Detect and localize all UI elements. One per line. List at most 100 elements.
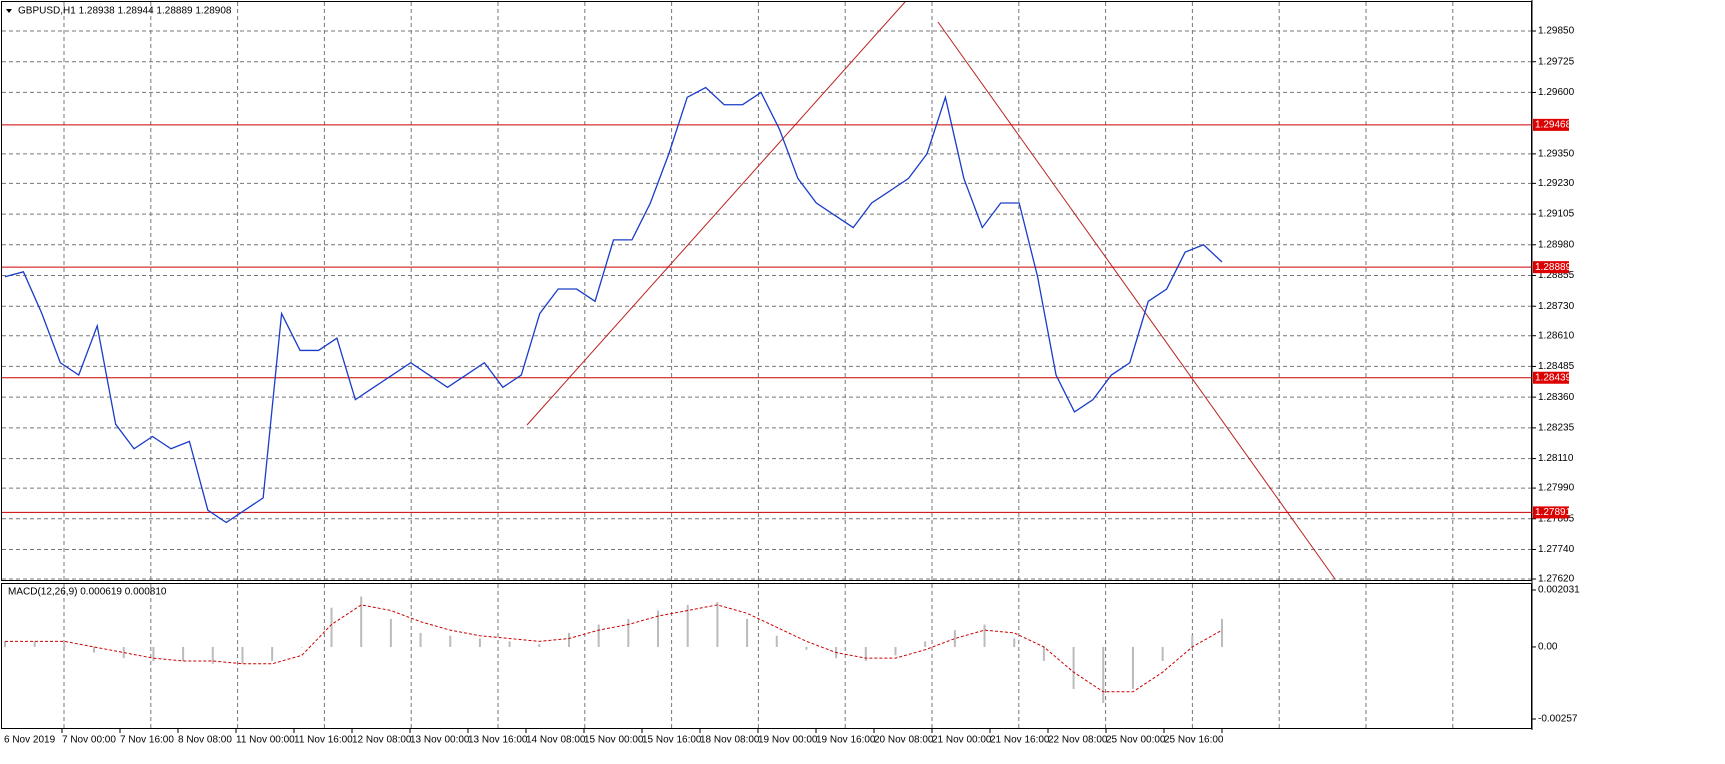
macd-bar [746,618,749,647]
level-label: 1.29468 [1535,120,1572,131]
macd-bar [1042,646,1045,661]
macd-bar [894,646,897,656]
macd-bar [4,641,6,647]
price-label: 1.28485 [1538,361,1575,372]
macd-bar [538,644,541,647]
macd-bar [122,646,125,659]
macd-bar [152,646,155,661]
price-label: 1.29600 [1538,87,1575,98]
price-label: 1.29850 [1538,26,1575,37]
time-label: 13 Nov 00:00 [410,735,470,746]
macd-bar [449,635,452,647]
time-label: 14 Nov 08:00 [526,735,586,746]
macd-bar [775,635,778,647]
level-label: 1.28889 [1535,262,1572,273]
menu-arrow[interactable] [6,9,12,13]
macd-bar [1161,646,1164,661]
price-label: 1.28610 [1538,330,1575,341]
macd-bar [389,618,392,647]
price-label: 1.28730 [1538,301,1575,312]
time-label: 15 Nov 16:00 [642,735,702,746]
price-label: 1.29725 [1538,56,1575,67]
macd-bar [63,644,66,647]
price-label: 1.27740 [1538,544,1575,555]
time-label: 8 Nov 08:00 [178,735,232,746]
time-label: 18 Nov 08:00 [700,735,760,746]
price-label: 1.28110 [1538,453,1574,464]
macd-bar [93,646,96,653]
time-label: 21 Nov 00:00 [932,735,992,746]
time-label: 25 Nov 00:00 [1106,735,1166,746]
price-label: 1.27620 [1538,574,1575,585]
macd-bar [1131,646,1134,689]
price-label: 1.28980 [1538,239,1575,250]
level-tag [1533,118,1569,131]
time-label: 6 Nov 2019 [4,735,56,746]
time-label: 12 Nov 08:00 [352,735,412,746]
price-label: 1.29230 [1538,178,1575,189]
macd-bar [1221,618,1223,647]
time-label: 19 Nov 00:00 [758,735,818,746]
macd-bar [686,604,689,647]
macd-bar [597,624,600,647]
macd-bar [1013,638,1016,647]
macd-bar [211,646,214,664]
macd-bar [330,607,333,647]
price-label: 1.27865 [1538,513,1575,524]
macd-bar [1072,646,1075,689]
trend-line [526,1,906,426]
price-label: 1.28855 [1538,270,1575,281]
macd-bar [1102,646,1105,704]
macd-bar [567,632,570,647]
macd-bar [300,646,303,648]
price-label: 1.28235 [1538,423,1575,434]
trend-line [937,21,1336,580]
price-label: 1.29350 [1538,149,1575,160]
time-label: 22 Nov 08:00 [1048,735,1108,746]
macd-bar [1191,635,1194,647]
macd-label: 0.002031 [1538,585,1580,596]
macd-bar [241,646,244,664]
time-label: 11 Nov 16:00 [294,735,353,746]
macd-bar [657,610,660,647]
macd-bar [805,646,808,650]
level-label: 1.28439 [1535,372,1572,383]
macd-bar [419,632,422,647]
level-tag [1533,371,1569,384]
macd-signal [5,604,1223,693]
macd-bar [983,624,986,647]
macd-bar [716,602,719,647]
level-label: 1.27891 [1535,507,1572,518]
macd-bar [864,646,867,661]
macd-header: MACD(12,26,9) 0.000619 0.000810 [8,587,167,598]
macd-bar [360,596,363,647]
time-label: 11 Nov 00:00 [236,735,295,746]
time-label: 15 Nov 00:00 [584,735,644,746]
level-tag [1533,506,1569,519]
level-tag [1533,261,1569,274]
macd-bar [953,630,956,647]
macd-label: -0.00257 [1538,714,1578,725]
time-label: 25 Nov 16:00 [1164,735,1224,746]
price-label: 1.27990 [1538,483,1575,494]
macd-bar [182,646,185,661]
time-label: 13 Nov 16:00 [468,735,528,746]
time-label: 20 Nov 08:00 [874,735,934,746]
time-label: 19 Nov 16:00 [816,735,876,746]
macd-bar [627,618,630,647]
price-line [4,86,1223,524]
symbol-header: GBPUSD,H1 1.28938 1.28944 1.28889 1.2890… [18,6,232,17]
time-label: 7 Nov 16:00 [120,735,174,746]
macd-bar [33,641,36,647]
macd-bar [478,638,481,647]
price-label: 1.29105 [1538,209,1575,220]
macd-bar [924,641,927,647]
macd-label: 0.00 [1538,642,1558,653]
time-label: 7 Nov 00:00 [62,735,116,746]
price-label: 1.28360 [1538,392,1575,403]
macd-bar [271,646,274,661]
macd-bar [508,641,511,647]
time-label: 21 Nov 16:00 [990,735,1050,746]
